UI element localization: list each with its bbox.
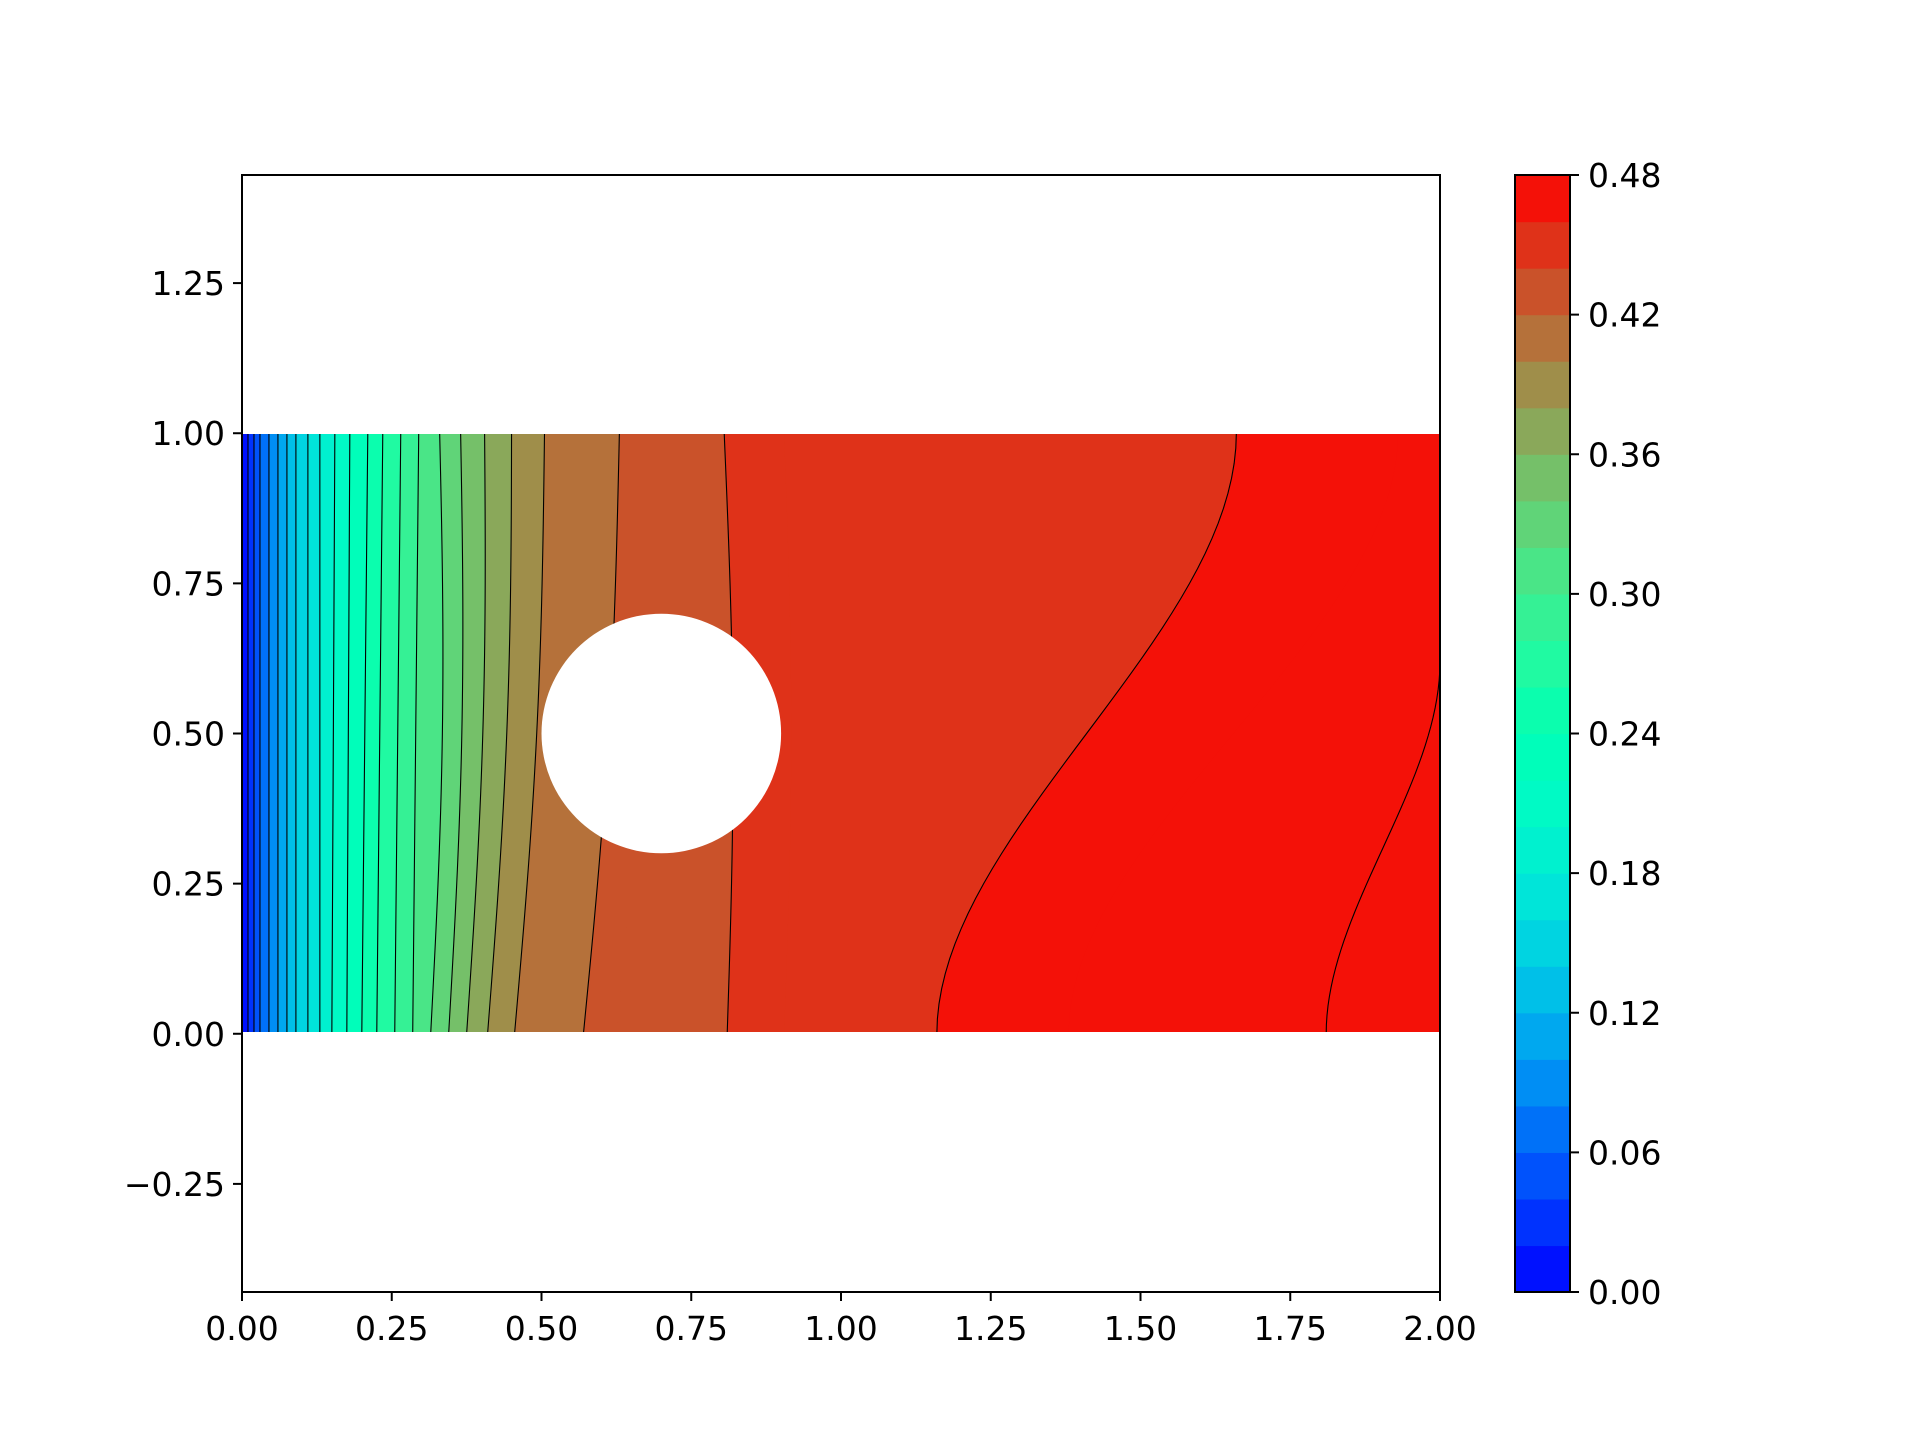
contour-line bbox=[1325, 661, 1440, 1032]
y-tick-label: 1.00 bbox=[152, 414, 225, 453]
colorbar-band bbox=[1515, 873, 1570, 921]
contour-line bbox=[936, 434, 1237, 1032]
colorbar-band bbox=[1515, 500, 1570, 548]
contour-line bbox=[514, 434, 546, 1032]
y-tick-label: 0.00 bbox=[152, 1015, 225, 1054]
y-axis: −0.25 0.00 0.25 0.50 0.75 1.00 1.25 bbox=[124, 264, 242, 1204]
colorbar-band bbox=[1515, 593, 1570, 642]
colorbar-band bbox=[1515, 314, 1570, 362]
colorbar: 0.00 0.06 0.12 0.18 0.24 0.30 0.36 0.42 0.48 bbox=[1514, 156, 1661, 1312]
circular-obstacle bbox=[541, 613, 782, 854]
contour-line bbox=[394, 434, 402, 1032]
colorbar-tick-label: 0.48 bbox=[1588, 156, 1661, 195]
contour-line bbox=[487, 434, 513, 1032]
colorbar-tick-label: 0.12 bbox=[1588, 994, 1661, 1033]
colorbar-tick-label: 0.18 bbox=[1588, 854, 1661, 893]
colorbar-tick-label: 0.42 bbox=[1588, 296, 1661, 335]
colorbar-band bbox=[1515, 268, 1570, 316]
x-tick-label: 0.75 bbox=[655, 1309, 728, 1348]
colorbar-band bbox=[1515, 1198, 1570, 1247]
contour-field bbox=[242, 434, 1440, 1032]
contour-line bbox=[361, 434, 369, 1032]
colorbar-band bbox=[1515, 547, 1570, 595]
colorbar-band bbox=[1515, 407, 1570, 455]
colorbar-band bbox=[1515, 1245, 1570, 1293]
colorbar-band bbox=[1515, 826, 1570, 874]
colorbar-band bbox=[1515, 733, 1570, 781]
contour-line bbox=[466, 434, 486, 1032]
x-tick-label: 0.00 bbox=[205, 1309, 278, 1348]
colorbar-band bbox=[1515, 361, 1570, 409]
colorbar-band bbox=[1515, 1012, 1570, 1060]
contour-line bbox=[448, 434, 464, 1032]
colorbar-tick-label: 0.36 bbox=[1588, 435, 1661, 474]
x-tick-label: 1.50 bbox=[1104, 1309, 1177, 1348]
colorbar-band bbox=[1515, 919, 1570, 967]
x-axis: 0.00 0.25 0.50 0.75 1.00 1.25 1.50 1.75 2.00 bbox=[205, 1292, 1477, 1348]
contour-line bbox=[376, 434, 384, 1032]
x-tick-label: 1.25 bbox=[954, 1309, 1027, 1348]
colorbar-band bbox=[1515, 1152, 1570, 1200]
y-tick-label: 0.50 bbox=[152, 715, 225, 754]
contour-line bbox=[430, 434, 444, 1032]
colorbar-band bbox=[1515, 454, 1570, 502]
y-tick-label: 0.75 bbox=[152, 564, 225, 603]
y-tick-label: 0.25 bbox=[152, 865, 225, 904]
x-tick-label: 0.50 bbox=[505, 1309, 578, 1348]
x-tick-label: 1.00 bbox=[804, 1309, 877, 1348]
colorbar-band bbox=[1515, 966, 1570, 1014]
band-fill bbox=[242, 434, 248, 1032]
colorbar-band bbox=[1515, 1059, 1570, 1107]
contour-line bbox=[346, 434, 351, 1032]
y-tick-label: 1.25 bbox=[152, 264, 225, 303]
x-tick-label: 0.25 bbox=[355, 1309, 428, 1348]
colorbar-band bbox=[1515, 175, 1570, 223]
colorbar-tick-label: 0.06 bbox=[1588, 1133, 1661, 1172]
colorbar-band bbox=[1515, 1105, 1570, 1153]
colorbar-band bbox=[1515, 780, 1570, 828]
contour-line bbox=[331, 434, 336, 1032]
contour-line bbox=[412, 434, 420, 1032]
colorbar-tick-label: 0.24 bbox=[1588, 715, 1661, 754]
colorbar-band bbox=[1515, 640, 1570, 688]
y-tick-label: −0.25 bbox=[124, 1165, 225, 1204]
colorbar-tick-label: 0.00 bbox=[1588, 1273, 1661, 1312]
x-tick-label: 2.00 bbox=[1403, 1309, 1476, 1348]
colorbar-tick-label: 0.30 bbox=[1588, 575, 1661, 614]
colorbar-band bbox=[1515, 221, 1570, 269]
x-tick-label: 1.75 bbox=[1254, 1309, 1327, 1348]
colorbar-band bbox=[1515, 686, 1570, 735]
